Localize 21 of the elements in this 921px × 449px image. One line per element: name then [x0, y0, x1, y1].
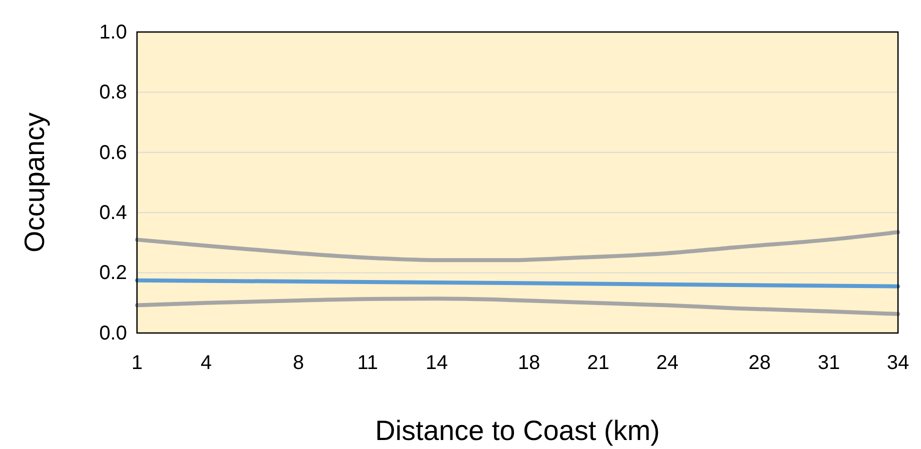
y-tick-label: 0.6	[99, 142, 127, 164]
x-tick-label: 14	[426, 352, 448, 374]
y-tick-label: 0.8	[99, 82, 127, 104]
x-tick-label: 24	[656, 352, 679, 374]
line-series	[135, 296, 900, 316]
y-tick-label: 0.0	[99, 322, 127, 344]
x-tick-label: 8	[292, 352, 304, 374]
x-tick-label: 18	[518, 352, 540, 374]
y-tick-label: 0.2	[99, 262, 127, 284]
x-axis-title: Distance to Coast (km)	[375, 415, 660, 446]
x-tick-label: 34	[886, 352, 910, 374]
x-tick-label: 4	[200, 352, 212, 374]
x-tick-label: 1	[131, 352, 143, 374]
y-tick-label: 0.4	[99, 202, 127, 224]
x-tick-label: 28	[748, 352, 771, 374]
x-tick-label: 11	[357, 352, 378, 374]
y-tick-label: 1.0	[99, 21, 127, 44]
x-tick-label: 31	[818, 352, 840, 374]
line-series	[135, 230, 900, 262]
y-axis-title: Occupancy	[19, 112, 50, 253]
x-tick-label: 21	[587, 352, 610, 374]
